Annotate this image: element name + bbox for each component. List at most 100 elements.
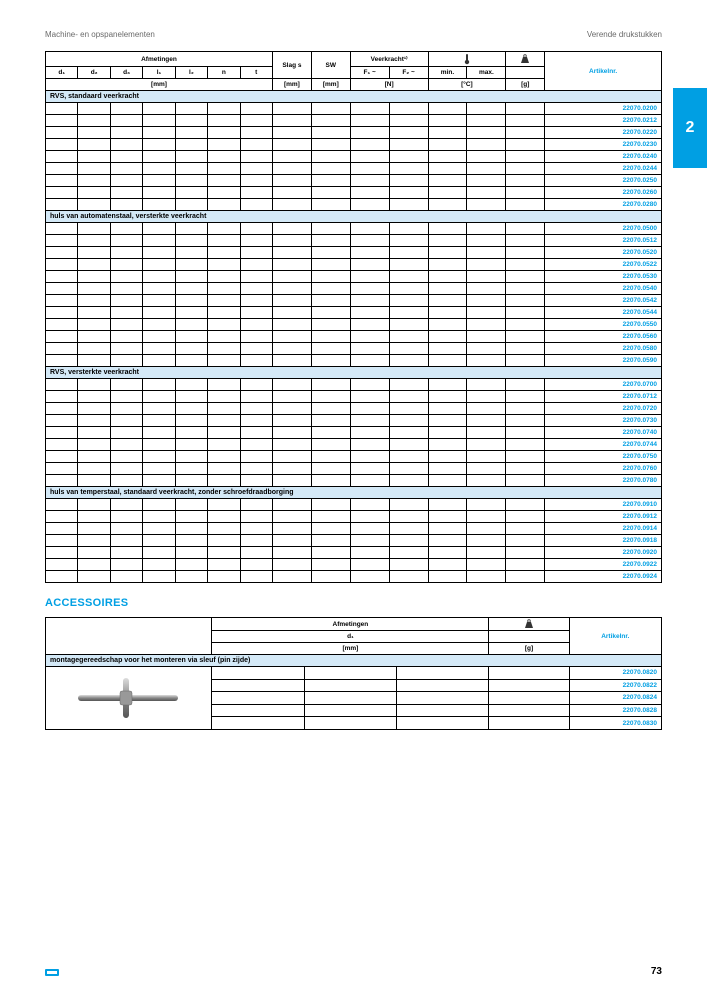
data-cell <box>110 547 142 559</box>
artikel-cell[interactable]: 22070.0912 <box>545 511 662 523</box>
data-cell <box>143 331 175 343</box>
data-cell <box>389 163 428 175</box>
data-cell <box>240 427 272 439</box>
artikel-cell[interactable]: 22070.0720 <box>545 403 662 415</box>
artikel-cell[interactable]: 22070.0512 <box>545 235 662 247</box>
data-cell <box>175 415 207 427</box>
data-cell <box>272 187 311 199</box>
artikel-cell[interactable]: 22070.0500 <box>545 223 662 235</box>
data-cell <box>240 139 272 151</box>
artikel-cell[interactable]: 22070.0542 <box>545 295 662 307</box>
data-cell <box>143 307 175 319</box>
data-cell <box>208 187 240 199</box>
data-cell <box>311 139 350 151</box>
data-cell <box>428 307 467 319</box>
artikel-cell[interactable]: 22070.0560 <box>545 331 662 343</box>
table-row: 22070.0700 <box>46 379 662 391</box>
data-cell <box>46 187 78 199</box>
artikel-cell[interactable]: 22070.0760 <box>545 463 662 475</box>
acc-data-cell <box>304 667 396 680</box>
data-cell <box>78 139 110 151</box>
data-cell <box>467 475 506 487</box>
data-cell <box>389 151 428 163</box>
data-cell <box>467 271 506 283</box>
table-row: 22070.0550 <box>46 319 662 331</box>
data-cell <box>506 559 545 571</box>
artikel-cell[interactable]: 22070.0780 <box>545 475 662 487</box>
data-cell <box>175 391 207 403</box>
artikel-cell[interactable]: 22070.0750 <box>545 451 662 463</box>
unit-sw-mm: [mm] <box>311 79 350 91</box>
artikel-cell[interactable]: 22070.0914 <box>545 523 662 535</box>
artikel-cell[interactable]: 22070.0240 <box>545 151 662 163</box>
artikel-cell[interactable]: 22070.0544 <box>545 307 662 319</box>
data-cell <box>175 559 207 571</box>
artikel-cell[interactable]: 22070.0220 <box>545 127 662 139</box>
artikel-cell[interactable]: 22070.0520 <box>545 247 662 259</box>
artikel-cell[interactable]: 22070.0260 <box>545 187 662 199</box>
data-cell <box>240 547 272 559</box>
artikel-cell[interactable]: 22070.0700 <box>545 379 662 391</box>
data-cell <box>272 235 311 247</box>
data-cell <box>78 235 110 247</box>
artikel-cell[interactable]: 22070.0580 <box>545 343 662 355</box>
data-cell <box>143 283 175 295</box>
artikel-cell[interactable]: 22070.0230 <box>545 139 662 151</box>
artikel-cell[interactable]: 22070.0522 <box>545 259 662 271</box>
data-cell <box>350 283 389 295</box>
data-cell <box>240 379 272 391</box>
acc-artikel-cell[interactable]: 22070.0824 <box>569 692 661 705</box>
data-cell <box>350 451 389 463</box>
artikel-cell[interactable]: 22070.0280 <box>545 199 662 211</box>
artikel-cell[interactable]: 22070.0918 <box>545 535 662 547</box>
data-cell <box>272 523 311 535</box>
data-cell <box>78 175 110 187</box>
data-cell <box>428 235 467 247</box>
artikel-cell[interactable]: 22070.0200 <box>545 103 662 115</box>
artikel-cell[interactable]: 22070.0740 <box>545 427 662 439</box>
data-cell <box>467 319 506 331</box>
acc-artikel-cell[interactable]: 22070.0822 <box>569 679 661 692</box>
artikel-cell[interactable]: 22070.0910 <box>545 499 662 511</box>
data-cell <box>272 475 311 487</box>
artikel-cell[interactable]: 22070.0730 <box>545 415 662 427</box>
artikel-cell[interactable]: 22070.0212 <box>545 115 662 127</box>
data-cell <box>428 403 467 415</box>
data-cell <box>506 247 545 259</box>
data-cell <box>506 187 545 199</box>
data-cell <box>110 499 142 511</box>
artikel-cell[interactable]: 22070.0550 <box>545 319 662 331</box>
data-cell <box>428 463 467 475</box>
data-cell <box>467 187 506 199</box>
data-cell <box>389 307 428 319</box>
artikel-cell[interactable]: 22070.0922 <box>545 559 662 571</box>
artikel-cell[interactable]: 22070.0250 <box>545 175 662 187</box>
artikel-cell[interactable]: 22070.0744 <box>545 439 662 451</box>
artikel-cell[interactable]: 22070.0590 <box>545 355 662 367</box>
data-cell <box>311 379 350 391</box>
data-cell <box>467 463 506 475</box>
data-cell <box>110 331 142 343</box>
data-cell <box>389 535 428 547</box>
data-cell <box>506 151 545 163</box>
col-f2: F₂ ~ <box>389 67 428 79</box>
table-row: 22070.0918 <box>46 535 662 547</box>
artikel-cell[interactable]: 22070.0530 <box>545 271 662 283</box>
data-cell <box>175 451 207 463</box>
acc-artikel-cell[interactable]: 22070.0830 <box>569 717 661 730</box>
artikel-cell[interactable]: 22070.0244 <box>545 163 662 175</box>
table-row: 22070.0920 <box>46 547 662 559</box>
acc-artikel-cell[interactable]: 22070.0820 <box>569 667 661 680</box>
table-row: 22070.0760 <box>46 463 662 475</box>
data-cell <box>78 463 110 475</box>
data-cell <box>272 163 311 175</box>
acc-artikel-cell[interactable]: 22070.0828 <box>569 704 661 717</box>
data-cell <box>143 391 175 403</box>
acc-data-cell <box>489 692 569 705</box>
artikel-cell[interactable]: 22070.0540 <box>545 283 662 295</box>
artikel-cell[interactable]: 22070.0712 <box>545 391 662 403</box>
artikel-cell[interactable]: 22070.0924 <box>545 571 662 583</box>
data-cell <box>175 379 207 391</box>
artikel-cell[interactable]: 22070.0920 <box>545 547 662 559</box>
data-cell <box>175 115 207 127</box>
